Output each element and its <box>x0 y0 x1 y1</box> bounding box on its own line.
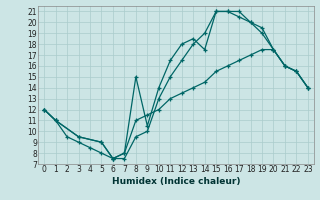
X-axis label: Humidex (Indice chaleur): Humidex (Indice chaleur) <box>112 177 240 186</box>
